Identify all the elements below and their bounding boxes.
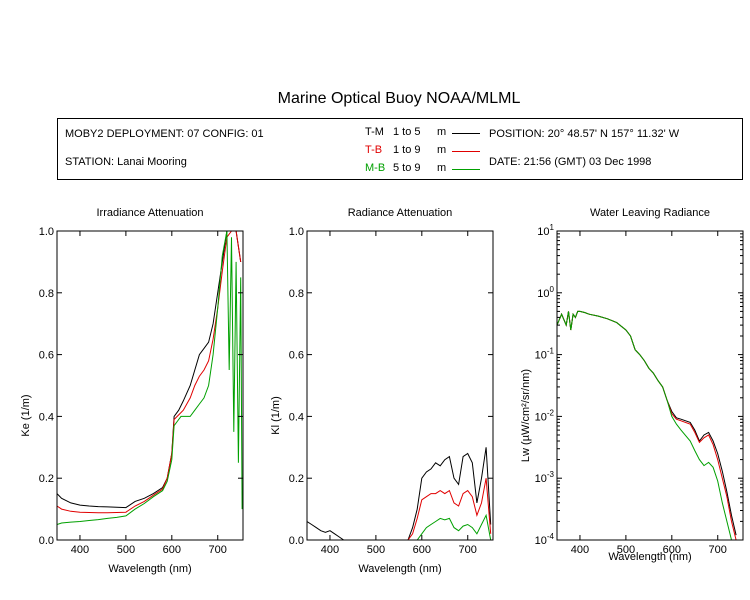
y-tick-label: 10-2 — [535, 408, 555, 423]
y-tick-label: 0.6 — [39, 350, 54, 362]
series-line-t-b — [557, 310, 737, 540]
x-tick-label: 400 — [321, 544, 339, 556]
y-tick-label: 0.8 — [289, 288, 304, 300]
station-text: STATION: Lanai Mooring — [65, 156, 187, 168]
info-box: MOBY2 DEPLOYMENT: 07 CONFIG: 01 STATION:… — [57, 118, 743, 180]
series-line-t-m — [57, 231, 242, 509]
x-axis-label: Wavelength (nm) — [108, 563, 191, 575]
series-line-m-b — [557, 310, 737, 540]
x-tick-label: 500 — [617, 544, 635, 556]
x-tick-label: 500 — [367, 544, 385, 556]
legend-item-m-b: M-B 5 to 9 m — [365, 162, 495, 176]
date-text: DATE: 21:56 (GMT) 03 Dec 1998 — [489, 156, 652, 168]
legend-code: T-B — [365, 144, 383, 156]
legend-line — [452, 151, 480, 152]
y-tick-label: 0.4 — [39, 411, 54, 423]
position-text: POSITION: 20° 48.57' N 157° 11.32' W — [489, 128, 680, 140]
x-tick-label: 400 — [71, 544, 89, 556]
x-tick-label: 700 — [459, 544, 477, 556]
series-line-t-b — [57, 231, 242, 514]
legend-item-t-b: T-B 1 to 9 m — [365, 144, 495, 158]
series-line-t-b — [307, 478, 492, 540]
series-line-m-b — [57, 231, 243, 525]
y-axis-label: Ke (1/m) — [20, 394, 32, 436]
x-tick-label: 700 — [709, 544, 727, 556]
legend-range: 1 to 5 — [393, 126, 421, 138]
y-tick-label: 0.4 — [289, 411, 304, 423]
series-line-m-b — [307, 513, 492, 540]
legend-unit: m — [437, 126, 447, 138]
y-tick-label: 0.2 — [289, 473, 304, 485]
y-tick-label: 0.2 — [39, 473, 54, 485]
legend-unit: m — [437, 162, 447, 174]
legend-unit: m — [437, 144, 447, 156]
y-tick-label: 0.6 — [289, 350, 304, 362]
y-tick-label: 101 — [537, 223, 554, 238]
y-axis-label: Kl (1/m) — [270, 396, 282, 435]
chart-panel-1: Irradiance Attenuation 400 500 600 700 0.0 0.2… — [20, 207, 244, 575]
legend-line — [452, 169, 480, 170]
chart-title: Water Leaving Radiance — [590, 207, 710, 219]
series-line-t-m — [557, 310, 737, 536]
legend-code: M-B — [365, 162, 386, 174]
y-tick-label: 0.8 — [39, 288, 54, 300]
legend-range: 5 to 9 — [393, 162, 421, 174]
plot-frame — [306, 230, 494, 541]
x-axis-label: Wavelength (nm) — [608, 551, 691, 563]
legend-line — [452, 133, 480, 134]
x-tick-label: 700 — [209, 544, 227, 556]
chart-title: Irradiance Attenuation — [96, 207, 203, 219]
y-tick-label: 0.0 — [39, 535, 54, 547]
legend-range: 1 to 9 — [393, 144, 421, 156]
plot-frame — [56, 230, 244, 541]
series-line-t-m — [307, 447, 492, 540]
legend-code: T-M — [365, 126, 384, 138]
y-axis-label: Lw (µW/cm²/sr/nm) — [520, 369, 532, 462]
chart-title: Radiance Attenuation — [348, 207, 453, 219]
y-tick-label: 100 — [537, 285, 554, 300]
x-tick-label: 600 — [663, 544, 681, 556]
y-tick-label: 1.0 — [39, 226, 54, 238]
x-tick-label: 400 — [571, 544, 589, 556]
x-tick-label: 600 — [163, 544, 181, 556]
x-tick-label: 500 — [117, 544, 135, 556]
chart-panel-3: Water Leaving Radiance 400 500 600 700 101 100… — [520, 207, 744, 563]
y-tick-label: 10-1 — [535, 347, 555, 362]
deployment-text: MOBY2 DEPLOYMENT: 07 CONFIG: 01 — [65, 128, 264, 140]
legend-item-t-m: T-M 1 to 5 m — [365, 126, 495, 140]
plot-frame — [556, 230, 744, 541]
x-axis-label: Wavelength (nm) — [358, 563, 441, 575]
y-tick-label: 1.0 — [289, 226, 304, 238]
x-tick-label: 600 — [413, 544, 431, 556]
y-tick-label: 10-3 — [535, 470, 555, 485]
y-tick-label: 0.0 — [289, 535, 304, 547]
y-tick-label: 10-4 — [535, 532, 555, 547]
chart-panel-2: Radiance Attenuation 400 500 600 700 0.0 0.2 0.… — [270, 207, 494, 575]
page-title: Marine Optical Buoy NOAA/MLML — [277, 90, 521, 107]
